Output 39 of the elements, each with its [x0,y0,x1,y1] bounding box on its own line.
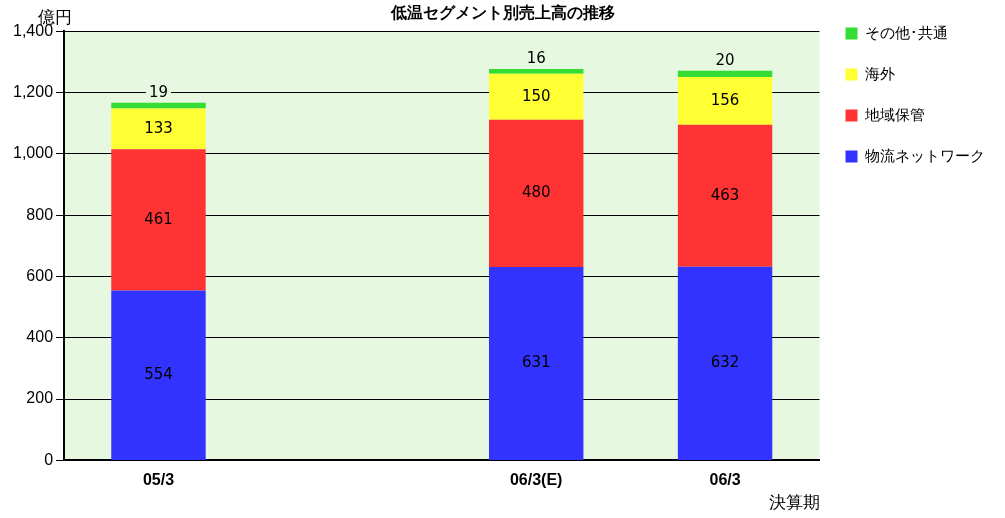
y-tick-label: 400 [26,328,54,346]
data-label: 20 [715,50,735,69]
y-tick-label: 1,200 [12,82,54,100]
data-label: 554 [144,365,173,384]
bar [677,76,773,125]
bar [111,108,206,150]
data-label: 632 [710,353,740,372]
chart-title: 低温セグメント別売上高の推移 [389,3,615,22]
data-label: 150 [521,86,551,105]
bar [677,266,773,460]
bar [111,290,206,460]
bar [488,266,584,460]
data-label: 463 [710,185,740,204]
bar [488,73,584,120]
legend-label: 海外 [865,64,895,82]
bar [677,70,773,77]
y-tick-label: 200 [26,389,54,407]
x-tick-label: 06/3 [709,471,741,489]
bar [111,149,206,291]
y-tick-label: 600 [26,266,54,284]
bar [488,68,584,74]
bar [488,119,584,267]
data-label: 16 [526,48,546,67]
legend-label: その他･共通 [865,23,948,41]
y-tick-label: 0 [44,450,54,468]
x-tick-label: 05/3 [142,471,175,489]
x-axis-title: 決算期 [768,493,820,513]
bar [677,124,773,267]
data-label: 480 [521,183,551,202]
data-label: 631 [521,353,551,372]
data-label: 19 [148,82,169,101]
legend-label: 物流ネットワーク [865,146,985,164]
x-tick-label: 06/3(E) [509,471,563,489]
data-label: 461 [144,209,173,228]
y-tick-label: 1,000 [12,144,54,162]
data-label: 133 [144,118,173,137]
y-tick-label: 800 [26,205,54,223]
data-label: 156 [710,90,740,109]
legend-label: 地域保管 [864,105,925,123]
